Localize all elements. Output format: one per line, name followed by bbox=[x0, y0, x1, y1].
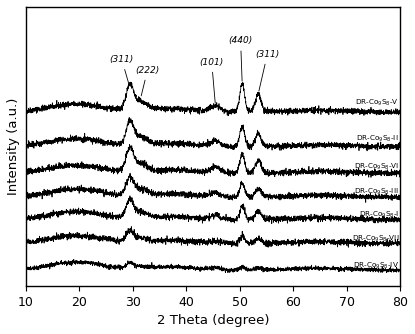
Text: DR-Co$_9$S$_8$-I: DR-Co$_9$S$_8$-I bbox=[359, 210, 399, 220]
Text: DR-Co$_9$S$_8$-VII: DR-Co$_9$S$_8$-VII bbox=[352, 234, 399, 244]
Text: (311): (311) bbox=[255, 50, 279, 91]
Text: (440): (440) bbox=[229, 36, 253, 81]
X-axis label: 2 Theta (degree): 2 Theta (degree) bbox=[156, 314, 269, 327]
Text: DR-Co$_9$S$_8$-V: DR-Co$_9$S$_8$-V bbox=[355, 98, 399, 108]
Text: DR-Co$_9$S$_8$-III: DR-Co$_9$S$_8$-III bbox=[354, 186, 399, 197]
Text: (311): (311) bbox=[110, 55, 134, 85]
Text: DR-Co$_9$S$_8$-IV: DR-Co$_9$S$_8$-IV bbox=[353, 261, 399, 272]
Text: DR-Co$_9$S$_8$-II: DR-Co$_9$S$_8$-II bbox=[356, 134, 399, 144]
Text: DR-Co$_9$S$_8$-VI: DR-Co$_9$S$_8$-VI bbox=[354, 162, 399, 172]
Text: (222): (222) bbox=[135, 66, 160, 96]
Text: (101): (101) bbox=[200, 58, 224, 103]
Y-axis label: Intensity (a.u.): Intensity (a.u.) bbox=[7, 98, 20, 195]
